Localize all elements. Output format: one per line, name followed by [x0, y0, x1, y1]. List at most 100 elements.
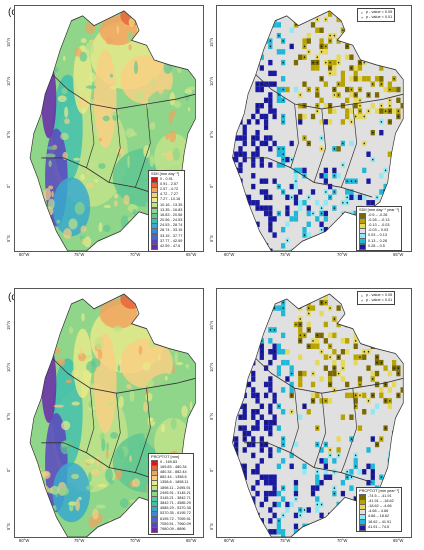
sig-label-p005: p - value < 0.05 [366, 9, 393, 14]
lat-tick-5n-d2: 5°N [209, 412, 214, 420]
dot-marker-icon: • [361, 292, 363, 298]
lon-tick-70w-c: 70°W [130, 252, 141, 257]
legend-label: 18.62 – 41.91 [368, 519, 392, 524]
trend-layer [217, 289, 411, 537]
legend-label: 10.16 - 13.35 [160, 202, 183, 207]
legend-label: 480.34 - 882.44 [160, 469, 187, 474]
legend-label: 0.03 – 0.13 [368, 233, 388, 238]
lat-tick-5s-c: 5°S [6, 235, 11, 242]
legend-row: 42.59 - 47.6 [151, 243, 182, 250]
sig-row-p005: • p - value < 0.05 [360, 293, 392, 298]
legend-label: 169.83 - 480.34 [160, 464, 187, 469]
legend-label: 7059.51 - 7960.09 [160, 521, 191, 526]
legend-title: PRCPTOT [mm] [151, 454, 180, 459]
legend-label: -0.13 – -0.03 [368, 222, 390, 227]
legend-swatch [151, 243, 158, 250]
lon-tick-80w-c: 80°W [19, 252, 30, 257]
sig-label-p001: p - value < 0.01 [366, 297, 393, 302]
legend-label: 0 - 169.83 [160, 459, 178, 464]
legend-label: 2.57 - 4.72 [160, 186, 179, 191]
legend-label: 28.74 - 33.15 [160, 228, 183, 233]
legend-swatch [359, 524, 366, 531]
legend-label: 1358.6 - 1898.11 [160, 480, 189, 485]
lon-tick-75w-c2: 75°W [280, 252, 291, 257]
legend-label: 0.13 – 0.28 [368, 238, 388, 243]
legend-label: 13.35 - 16.83 [160, 207, 183, 212]
legend-label: -0.28 – -0.13 [368, 217, 390, 222]
legend-label: -74.5 – -41.91 [368, 493, 392, 498]
legend-label: 882.44 - 1358.6 [160, 475, 187, 480]
sig-row-p005: • p - value < 0.05 [360, 10, 392, 15]
legend-label: -0.5 – -0.28 [368, 212, 388, 217]
legend-label: 42.59 - 47.6 [160, 244, 181, 249]
lat-tick-10n-c: 10°N [6, 76, 11, 86]
terrain-layer [15, 6, 203, 251]
lon-tick-70w-d2: 70°W [337, 538, 348, 543]
lat-tick-5n-d: 5°N [6, 412, 11, 420]
panel-label-c: (c) [8, 7, 20, 18]
legend-label: 4.66 – 18.62 [368, 514, 390, 519]
lon-tick-75w-c: 75°W [74, 252, 85, 257]
legend-label: 4585.29 - 5370.35 [160, 506, 191, 511]
sig-label-p005: p - value < 0.05 [366, 292, 393, 297]
lat-tick-0-d2: 0° [209, 467, 214, 472]
sig-row-p001: + p - value < 0.01 [360, 298, 392, 303]
legend-row: 41.91 – 74.5 [359, 524, 399, 531]
lat-tick-5s-c2: 5°S [209, 235, 214, 242]
legend-label: 5370.35 - 6195.72 [160, 511, 191, 516]
lat-tick-0-c2: 0° [209, 183, 214, 188]
lon-tick-65w-c2: 65°W [393, 252, 404, 257]
legend-sdii-climatology: SDII [mm day⁻¹] 0 - 0.91 0.91 - 2.57 2.57 … [148, 170, 186, 252]
legend-label: 16.83 - 20.56 [160, 212, 183, 217]
significance-legend-c: • p - value < 0.05 + p - value < 0.01 [357, 8, 396, 22]
lon-tick-80w-c2: 80°W [224, 252, 235, 257]
map-sdii-climatology [14, 5, 204, 252]
lat-tick-15n-d2: 15°N [209, 320, 214, 330]
lon-tick-75w-d: 75°W [74, 538, 85, 543]
lon-tick-70w-c2: 70°W [337, 252, 348, 257]
lon-tick-75w-d2: 75°W [280, 538, 291, 543]
legend-label: 0 - 0.91 [160, 176, 173, 181]
sig-row-p001: + p - value < 0.01 [360, 15, 392, 20]
legend-label: 24.53 - 28.74 [160, 223, 183, 228]
legend-prcptot-climatology: PRCPTOT [mm] 0 - 169.83 169.83 - 480.34 48… [148, 453, 194, 535]
legend-title: PRCPTOT [mm year⁻¹] [359, 488, 400, 493]
legend-prcptot-trend: PRCPTOT [mm year⁻¹] -74.5 – -41.91 -41.91… [356, 487, 403, 533]
lat-tick-15n-c2: 15°N [209, 37, 214, 47]
significance-legend-d: • p - value < 0.05 + p - value < 0.01 [357, 291, 396, 305]
lon-tick-65w-c: 65°W [186, 252, 197, 257]
legend-label: 41.91 – 74.5 [368, 524, 390, 529]
legend-label: 7.27 - 10.16 [160, 197, 181, 202]
lat-tick-15n-d: 15°N [6, 320, 11, 330]
legend-label: 3842.71 - 4585.29 [160, 501, 191, 506]
legend-label: 3145.21 - 3842.71 [160, 495, 191, 500]
lon-tick-65w-d: 65°W [186, 538, 197, 543]
lon-tick-70w-d: 70°W [130, 538, 141, 543]
legend-label: 6195.72 - 7059.51 [160, 516, 191, 521]
legend-label: -18.62 – -4.66 [368, 503, 392, 508]
cross-marker-icon: + [360, 14, 364, 20]
legend-row: 7960.09 - 8896 [151, 526, 191, 533]
legend-label: 4.72 - 7.27 [160, 192, 179, 197]
legend-label: 33.15 - 37.77 [160, 233, 183, 238]
legend-row: 0.28 – 0.5 [359, 243, 399, 250]
dot-marker-icon: • [361, 9, 363, 15]
legend-sdii-trend: SDII [mm day⁻¹ year⁻¹] -0.5 – -0.28 -0.28… [356, 206, 402, 252]
lat-tick-0-c: 0° [6, 183, 11, 188]
trend-layer [217, 6, 411, 251]
lat-tick-5s-d2: 5°S [209, 523, 214, 530]
legend-label: 20.56 - 24.53 [160, 218, 183, 223]
legend-label: -4.66 – 4.66 [368, 509, 389, 514]
lat-tick-5n-c: 5°N [6, 130, 11, 138]
legend-label: 7960.09 - 8896 [160, 527, 186, 532]
legend-label: 1898.11 - 2495.91 [160, 485, 191, 490]
legend-label: -41.91 – -18.62 [368, 498, 394, 503]
lat-tick-5s-d: 5°S [6, 523, 11, 530]
legend-label: 0.91 - 2.57 [160, 181, 179, 186]
legend-label: 2495.91 - 3145.21 [160, 490, 191, 495]
lat-tick-0-d: 0° [6, 467, 11, 472]
legend-label: 0.28 – 0.5 [368, 243, 385, 248]
legend-title: SDII [mm day⁻¹ year⁻¹] [359, 207, 399, 212]
legend-swatch [151, 526, 158, 533]
